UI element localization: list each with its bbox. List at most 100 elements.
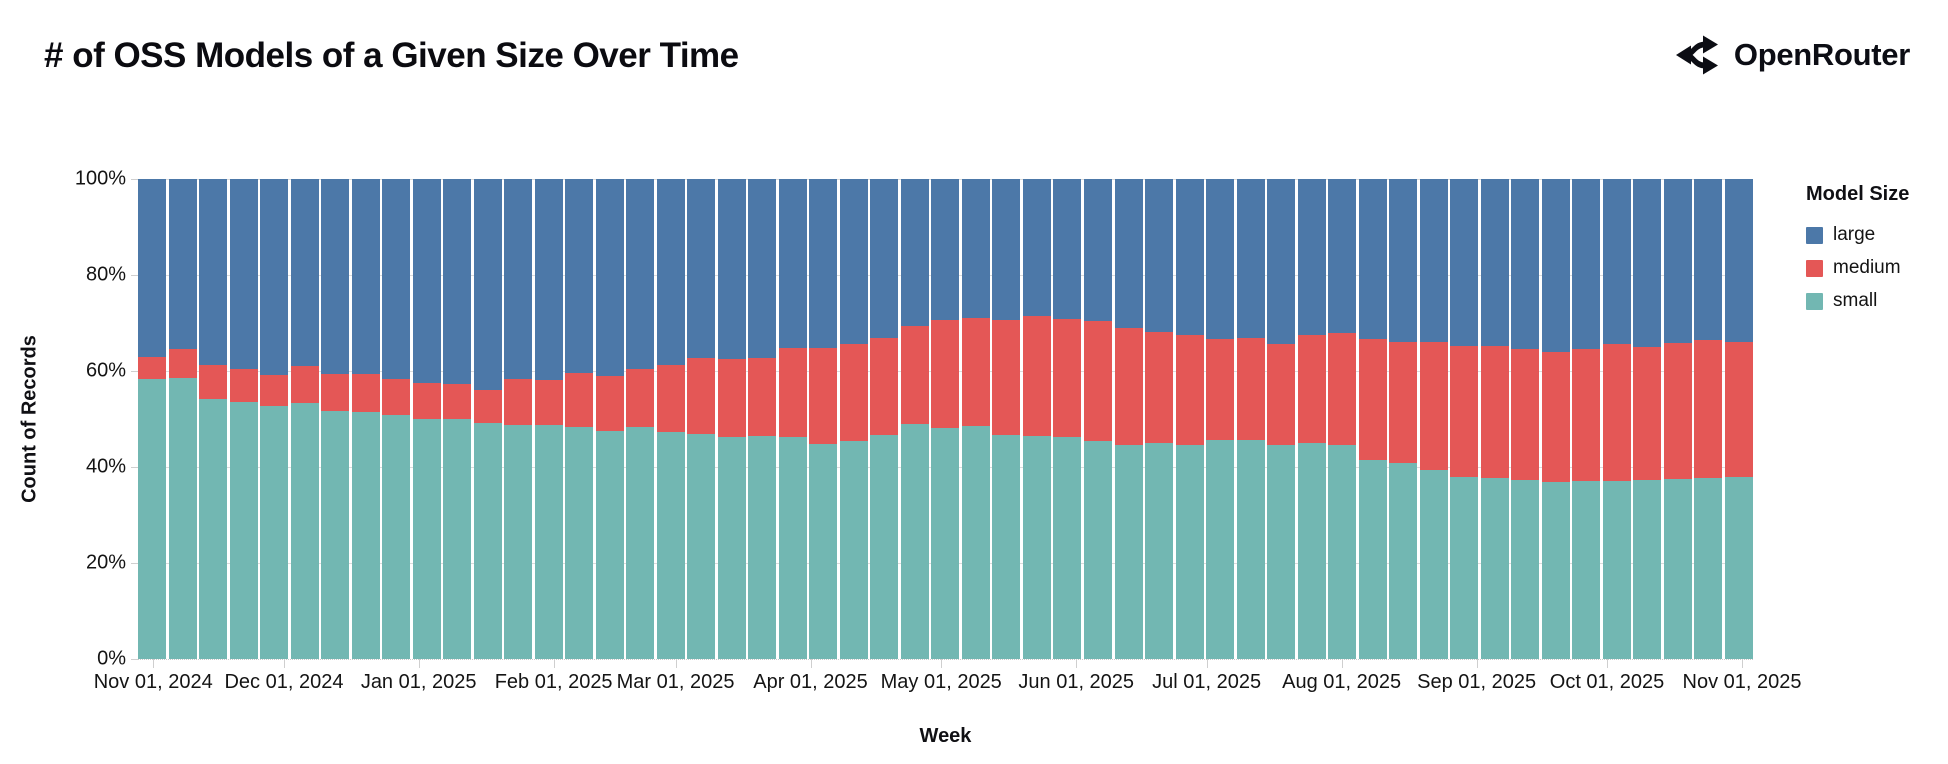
large-segment[interactable]: [992, 179, 1021, 320]
medium-segment[interactable]: [1328, 332, 1357, 445]
large-segment[interactable]: [1206, 179, 1235, 339]
large-segment[interactable]: [473, 179, 502, 391]
bar-week-0[interactable]: [138, 179, 167, 659]
large-segment[interactable]: [1267, 179, 1296, 344]
medium-segment[interactable]: [1389, 342, 1418, 464]
medium-segment[interactable]: [1511, 349, 1540, 481]
medium-segment[interactable]: [717, 359, 746, 437]
small-segment[interactable]: [1450, 476, 1479, 659]
large-segment[interactable]: [961, 179, 990, 318]
small-segment[interactable]: [1724, 476, 1753, 659]
medium-segment[interactable]: [1053, 318, 1082, 438]
bar-week-35[interactable]: [1206, 179, 1235, 659]
small-segment[interactable]: [1206, 439, 1235, 659]
small-segment[interactable]: [656, 432, 685, 659]
bar-week-49[interactable]: [1633, 179, 1662, 659]
large-segment[interactable]: [1633, 179, 1662, 347]
small-segment[interactable]: [687, 433, 716, 659]
medium-segment[interactable]: [809, 348, 838, 444]
bar-week-42[interactable]: [1419, 179, 1448, 659]
small-segment[interactable]: [778, 436, 807, 659]
large-segment[interactable]: [1053, 179, 1082, 319]
large-segment[interactable]: [168, 179, 197, 349]
medium-segment[interactable]: [473, 390, 502, 424]
medium-segment[interactable]: [748, 358, 777, 436]
large-segment[interactable]: [321, 179, 350, 375]
large-segment[interactable]: [1541, 179, 1570, 352]
small-segment[interactable]: [809, 443, 838, 659]
large-segment[interactable]: [900, 179, 929, 326]
medium-segment[interactable]: [321, 374, 350, 411]
medium-segment[interactable]: [138, 357, 167, 379]
small-segment[interactable]: [1480, 478, 1509, 659]
large-segment[interactable]: [931, 179, 960, 321]
medium-segment[interactable]: [1450, 346, 1479, 477]
small-segment[interactable]: [351, 411, 380, 659]
small-segment[interactable]: [1328, 444, 1357, 659]
small-segment[interactable]: [1572, 481, 1601, 659]
medium-segment[interactable]: [1694, 340, 1723, 479]
bar-week-6[interactable]: [321, 179, 350, 659]
legend-item-medium[interactable]: medium: [1806, 257, 1909, 279]
medium-segment[interactable]: [1175, 335, 1204, 446]
large-segment[interactable]: [1022, 179, 1051, 317]
medium-segment[interactable]: [1724, 341, 1753, 477]
small-segment[interactable]: [1267, 444, 1296, 659]
large-segment[interactable]: [687, 179, 716, 358]
small-segment[interactable]: [839, 440, 868, 659]
large-segment[interactable]: [717, 179, 746, 360]
bar-week-32[interactable]: [1114, 179, 1143, 659]
medium-segment[interactable]: [656, 365, 685, 433]
bar-week-16[interactable]: [626, 179, 655, 659]
small-segment[interactable]: [565, 427, 594, 659]
small-segment[interactable]: [1602, 480, 1631, 659]
bar-week-43[interactable]: [1450, 179, 1479, 659]
bar-week-45[interactable]: [1511, 179, 1540, 659]
bar-week-9[interactable]: [412, 179, 441, 659]
small-segment[interactable]: [992, 434, 1021, 659]
small-segment[interactable]: [1358, 459, 1387, 659]
medium-segment[interactable]: [534, 379, 563, 425]
bar-week-12[interactable]: [504, 179, 533, 659]
bar-week-5[interactable]: [290, 179, 319, 659]
bar-week-1[interactable]: [168, 179, 197, 659]
medium-segment[interactable]: [961, 317, 990, 427]
bar-week-34[interactable]: [1175, 179, 1204, 659]
bar-week-47[interactable]: [1572, 179, 1601, 659]
large-segment[interactable]: [290, 179, 319, 366]
medium-segment[interactable]: [1083, 320, 1112, 441]
bar-week-11[interactable]: [473, 179, 502, 659]
medium-segment[interactable]: [992, 319, 1021, 435]
medium-segment[interactable]: [626, 369, 655, 427]
small-segment[interactable]: [1145, 442, 1174, 659]
medium-segment[interactable]: [1602, 344, 1631, 481]
small-segment[interactable]: [1175, 445, 1204, 659]
medium-segment[interactable]: [900, 325, 929, 424]
small-segment[interactable]: [1083, 440, 1112, 659]
bar-week-4[interactable]: [260, 179, 289, 659]
small-segment[interactable]: [199, 399, 228, 659]
bar-week-15[interactable]: [595, 179, 624, 659]
bar-week-41[interactable]: [1389, 179, 1418, 659]
large-segment[interactable]: [1480, 179, 1509, 346]
large-segment[interactable]: [443, 179, 472, 384]
medium-segment[interactable]: [1267, 343, 1296, 445]
large-segment[interactable]: [534, 179, 563, 380]
small-segment[interactable]: [1541, 481, 1570, 659]
small-segment[interactable]: [504, 424, 533, 659]
large-segment[interactable]: [1724, 179, 1753, 342]
small-segment[interactable]: [1022, 435, 1051, 659]
bar-week-36[interactable]: [1236, 179, 1265, 659]
medium-segment[interactable]: [260, 375, 289, 406]
bar-week-22[interactable]: [809, 179, 838, 659]
bar-week-21[interactable]: [778, 179, 807, 659]
large-segment[interactable]: [1175, 179, 1204, 336]
large-segment[interactable]: [382, 179, 411, 379]
large-segment[interactable]: [565, 179, 594, 374]
small-segment[interactable]: [321, 410, 350, 659]
legend-item-small[interactable]: small: [1806, 290, 1909, 312]
small-segment[interactable]: [717, 436, 746, 659]
small-segment[interactable]: [229, 401, 258, 659]
small-segment[interactable]: [382, 415, 411, 659]
small-segment[interactable]: [290, 403, 319, 659]
